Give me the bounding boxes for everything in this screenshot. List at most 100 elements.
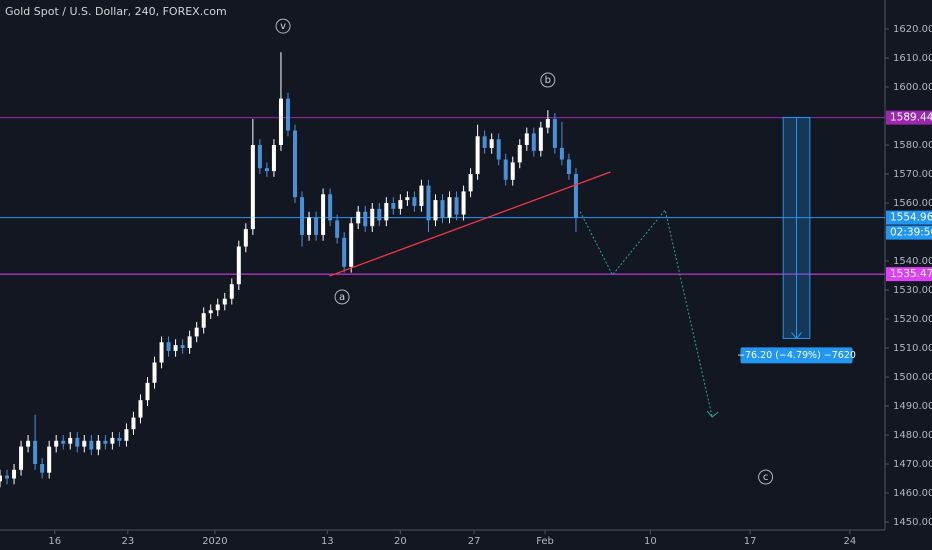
candle-body <box>531 133 536 151</box>
candle-body <box>215 304 220 311</box>
y-tick-label: 1560.00 <box>893 198 932 209</box>
x-tick-label: 17 <box>744 536 757 547</box>
candle-body <box>398 200 403 209</box>
level-label: 1589.44 <box>890 112 932 124</box>
candle-body <box>33 440 38 464</box>
candle-body <box>229 284 234 299</box>
candle-body <box>208 310 213 314</box>
candle-body <box>454 197 459 215</box>
candle-body <box>145 382 150 401</box>
candle-body <box>103 440 108 444</box>
candle-body <box>12 469 17 479</box>
countdown-tag <box>886 225 932 240</box>
level-tag <box>886 110 932 125</box>
trendline <box>329 171 611 277</box>
candle-body <box>307 217 312 235</box>
candle-body <box>433 200 438 221</box>
candle-body <box>47 446 52 473</box>
candle-body <box>250 144 255 230</box>
candle-body <box>75 437 80 447</box>
candle-body <box>194 327 199 337</box>
candle-body <box>152 362 157 383</box>
wave-circle <box>275 18 291 34</box>
y-tick-label: 1610.00 <box>893 53 932 64</box>
candle-body <box>187 336 192 348</box>
candle-body <box>257 144 262 169</box>
level-label: 1554.96 <box>890 212 932 224</box>
y-tick-label: 1600.00 <box>893 82 932 93</box>
x-tick-label: 13 <box>321 536 334 547</box>
level-tag <box>886 210 932 225</box>
candle-body <box>342 237 347 267</box>
candle-body <box>328 194 333 221</box>
candle-body <box>426 185 431 221</box>
candle-body <box>391 202 396 209</box>
candle-body <box>335 220 340 238</box>
candle-body <box>510 162 515 180</box>
y-tick-label: 1620.00 <box>893 24 932 35</box>
projection-arrowhead <box>706 410 719 418</box>
y-tick-label: 1510.00 <box>893 343 932 354</box>
candle-body <box>566 159 571 174</box>
candle-body <box>419 185 424 206</box>
candle-body <box>138 400 143 418</box>
x-tick-label: 20 <box>394 536 407 547</box>
candle-body <box>180 345 185 348</box>
candle-body <box>573 173 578 218</box>
candle-body <box>19 446 24 470</box>
candle-body <box>61 440 66 444</box>
candle-body <box>377 208 382 221</box>
candle-body <box>293 130 297 198</box>
candle-body <box>538 127 543 151</box>
candle-body <box>475 136 480 174</box>
y-tick-label: 1460.00 <box>893 488 932 499</box>
candle-body <box>468 173 473 192</box>
wave-circle <box>758 469 774 485</box>
candle-body <box>222 298 227 305</box>
measure-tag <box>740 347 853 364</box>
measure-arrowhead <box>791 332 802 340</box>
x-tick-label: 16 <box>48 536 61 547</box>
measure-label: −76.20 (−4.79%) −7620 <box>737 350 856 361</box>
candle-body <box>356 211 361 224</box>
candle-body <box>159 342 164 363</box>
candle-body <box>243 229 248 247</box>
candle-body <box>461 191 466 215</box>
candle-body <box>89 440 94 450</box>
y-tick-label: 1530.00 <box>893 285 932 296</box>
y-tick-label: 1470.00 <box>893 459 932 470</box>
y-tick-label: 1570.00 <box>893 169 932 180</box>
wave-circle <box>334 289 350 305</box>
candle-body <box>236 246 241 285</box>
countdown-label: 02:39:56 <box>890 227 932 239</box>
candle-body <box>131 417 136 430</box>
candle-body <box>545 118 550 128</box>
candle-body <box>110 437 115 444</box>
candle-body <box>124 429 129 441</box>
candle-body <box>503 159 508 180</box>
x-tick-label: 23 <box>121 536 134 547</box>
chart-title: Gold Spot / U.S. Dollar, 240, FOREX.com <box>5 5 227 18</box>
wave-label: v <box>280 21 286 32</box>
y-tick-label: 1450.00 <box>893 517 932 528</box>
candle-body <box>496 139 501 160</box>
y-tick-label: 1540.00 <box>893 256 932 267</box>
candle-body <box>489 139 494 148</box>
candle-body <box>117 437 122 441</box>
candle-body <box>300 197 305 235</box>
candle-body <box>54 440 59 447</box>
y-tick-label: 1580.00 <box>893 140 932 151</box>
wave-label: c <box>763 472 769 483</box>
candle-body <box>166 342 171 351</box>
candle-body <box>363 211 368 227</box>
x-tick-label: Feb <box>536 536 554 547</box>
x-tick-label: 10 <box>644 536 657 547</box>
candle-body <box>517 144 522 163</box>
y-tick-label: 1500.00 <box>893 372 932 383</box>
candle-body <box>26 440 31 447</box>
candle-body <box>314 217 319 235</box>
candle-body <box>285 98 290 131</box>
candle-body <box>321 194 326 235</box>
candle-body <box>264 168 269 172</box>
candle-body <box>405 197 410 201</box>
